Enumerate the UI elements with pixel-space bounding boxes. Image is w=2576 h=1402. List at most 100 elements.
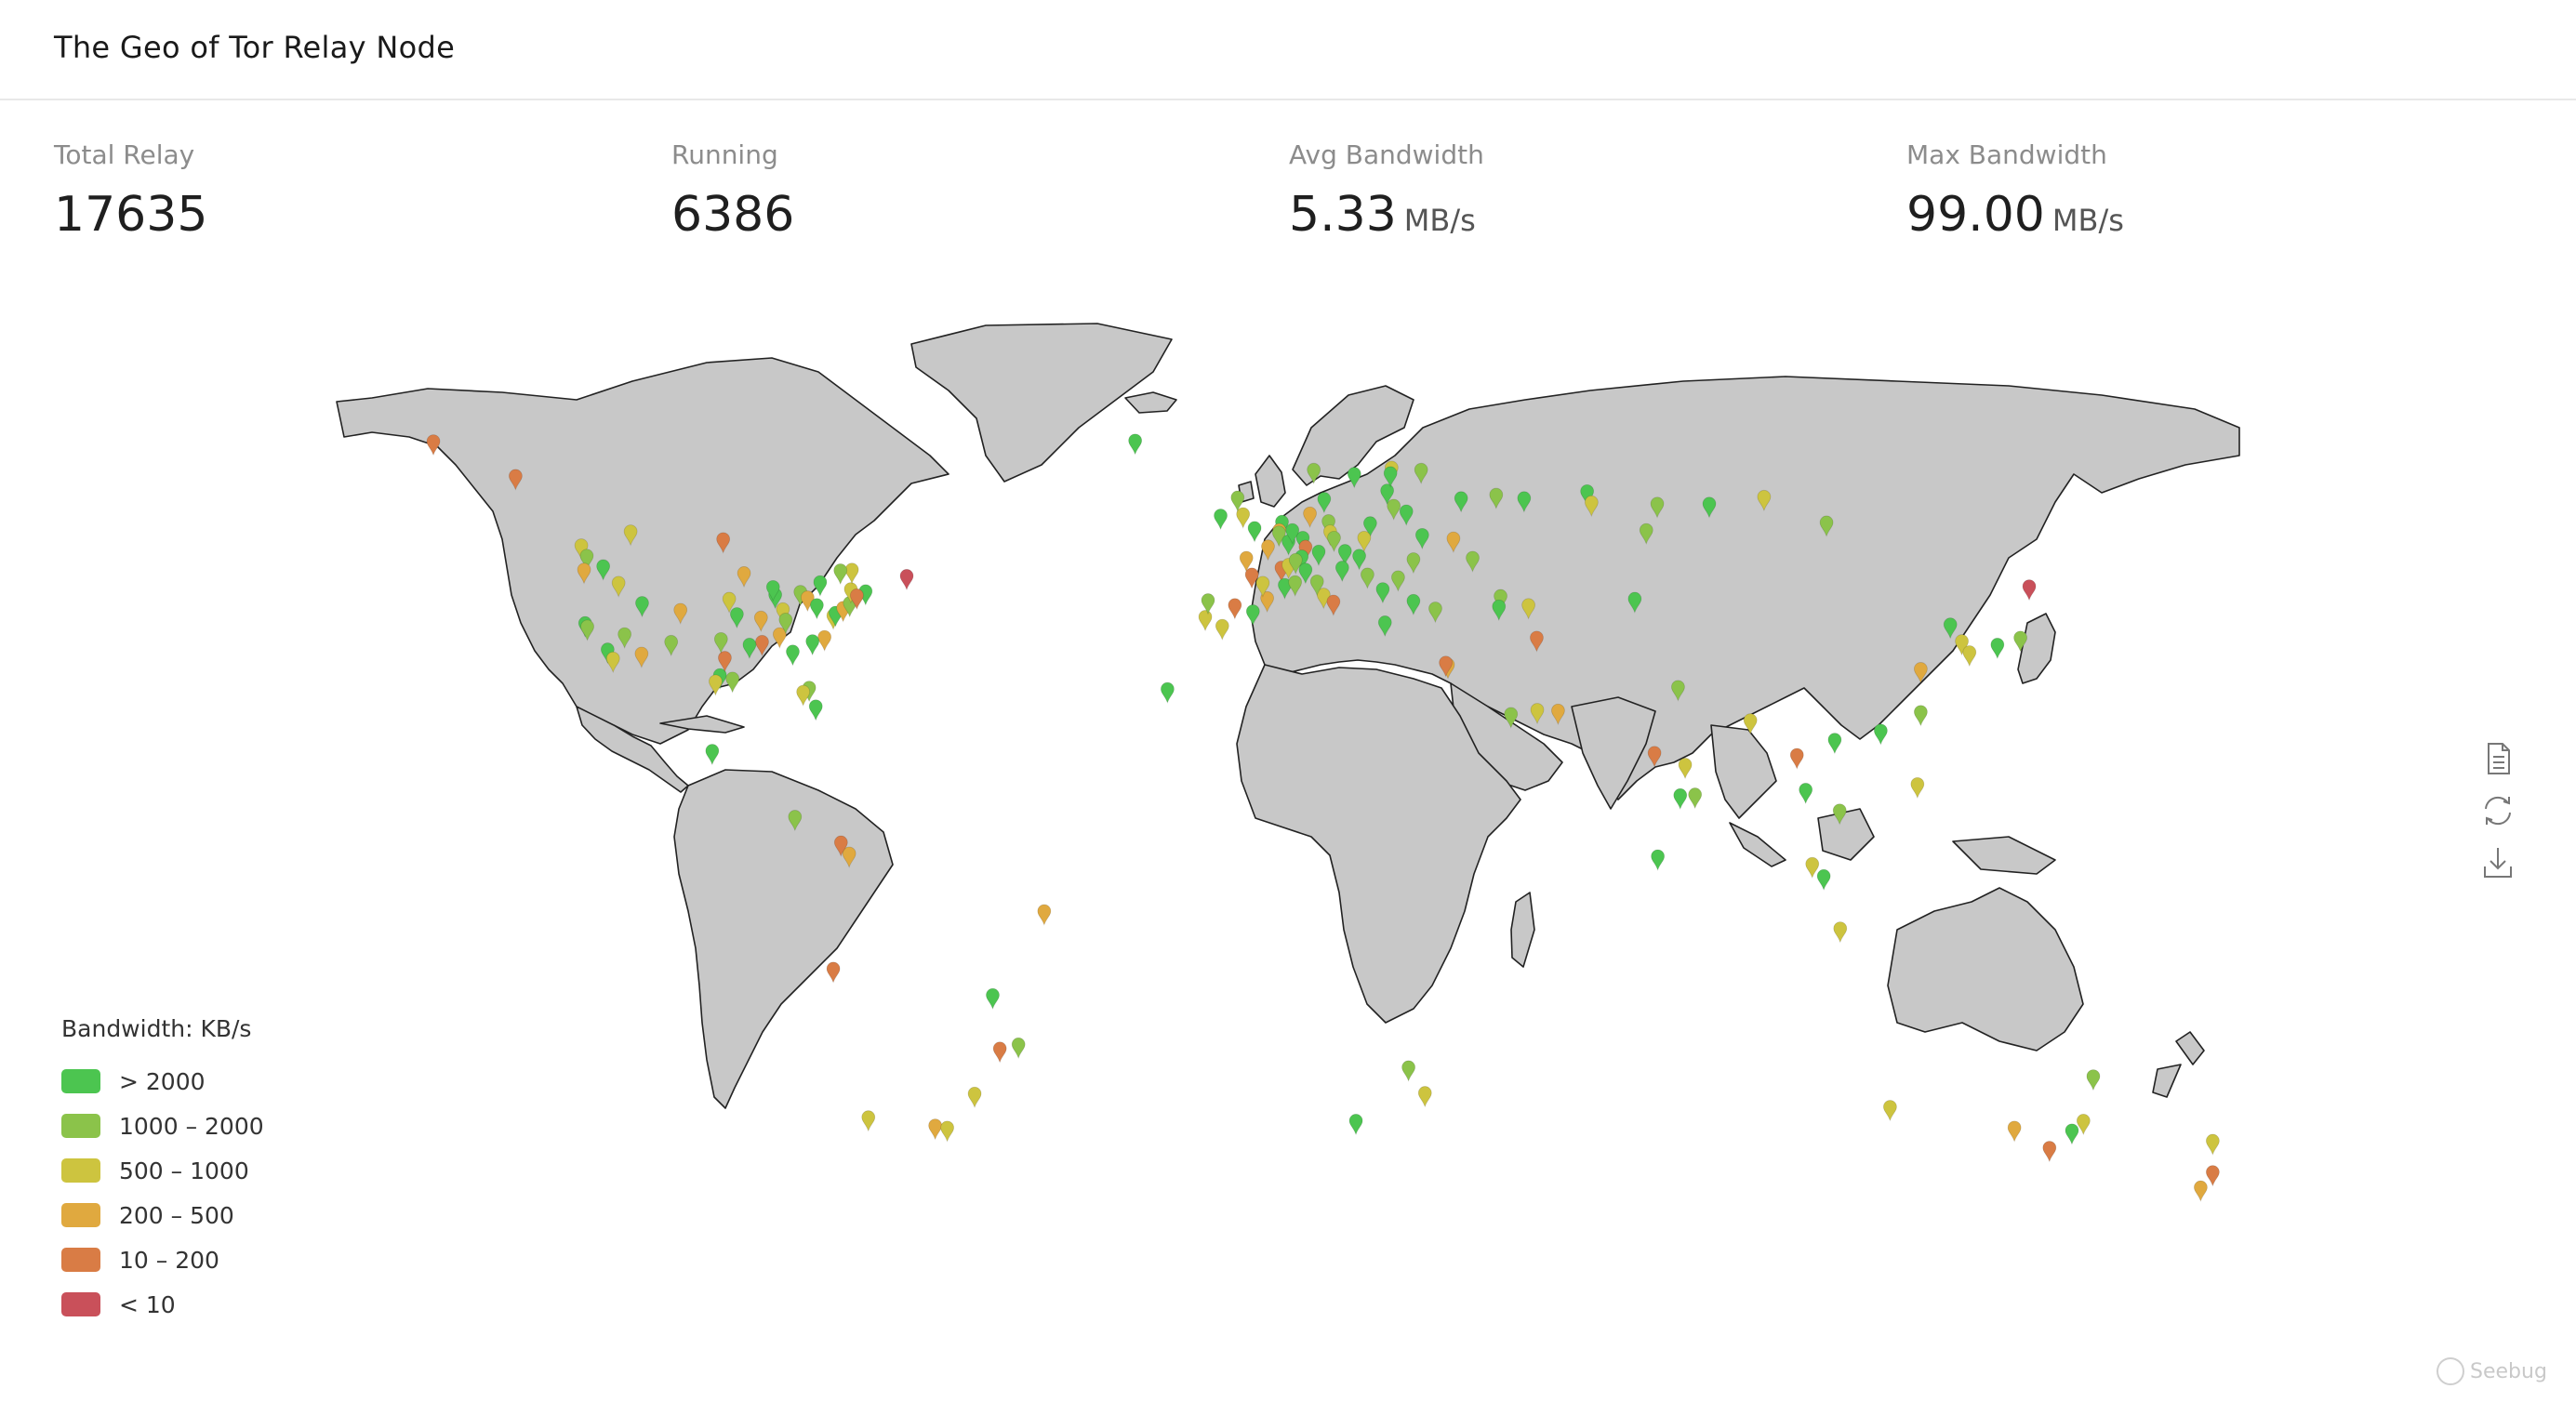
relay-marker[interactable] — [1504, 707, 1519, 729]
relay-marker[interactable] — [1702, 496, 1717, 519]
relay-marker[interactable] — [1362, 516, 1377, 538]
relay-marker[interactable] — [1651, 849, 1666, 871]
relay-marker[interactable] — [849, 588, 864, 611]
world-map[interactable] — [335, 316, 2241, 1302]
relay-marker[interactable] — [729, 607, 744, 629]
relay-marker[interactable] — [1805, 856, 1820, 880]
relay-marker[interactable] — [1337, 544, 1352, 566]
relay-marker[interactable] — [1255, 575, 1270, 598]
relay-marker[interactable] — [833, 563, 848, 586]
relay-marker[interactable] — [718, 651, 732, 673]
relay-marker[interactable] — [967, 1086, 982, 1109]
relay-marker[interactable] — [1288, 575, 1303, 598]
relay-marker[interactable] — [2194, 1180, 2208, 1202]
relay-marker[interactable] — [1348, 1114, 1363, 1136]
relay-marker[interactable] — [1962, 645, 1977, 668]
relay-marker[interactable] — [1428, 602, 1442, 624]
legend-item[interactable]: 10 – 200 — [61, 1237, 264, 1282]
relay-marker[interactable] — [605, 651, 620, 674]
relay-marker[interactable] — [1688, 787, 1703, 810]
relay-marker[interactable] — [1910, 776, 1925, 800]
relay-marker[interactable] — [1647, 746, 1662, 768]
relay-marker[interactable] — [1239, 550, 1254, 573]
relay-marker[interactable] — [1326, 594, 1341, 616]
relay-marker[interactable] — [617, 627, 632, 649]
relay-marker[interactable] — [2007, 1120, 2022, 1143]
relay-marker[interactable] — [1247, 521, 1262, 543]
relay-marker[interactable] — [1288, 552, 1303, 575]
relay-marker[interactable] — [709, 674, 723, 696]
relay-marker[interactable] — [1201, 593, 1215, 615]
relay-marker[interactable] — [1377, 615, 1392, 638]
relay-marker[interactable] — [1673, 787, 1688, 811]
relay-marker[interactable] — [577, 562, 591, 585]
legend-item[interactable]: 500 – 1000 — [61, 1148, 264, 1193]
relay-marker[interactable] — [2022, 579, 2037, 602]
relay-marker[interactable] — [1832, 803, 1847, 826]
relay-marker[interactable] — [1414, 462, 1428, 485]
relay-marker[interactable] — [844, 562, 859, 585]
relay-marker[interactable] — [611, 575, 626, 598]
relay-marker[interactable] — [833, 835, 848, 857]
relay-marker[interactable] — [1161, 681, 1175, 704]
relay-marker[interactable] — [1517, 491, 1532, 513]
relay-marker[interactable] — [579, 549, 594, 571]
relay-marker[interactable] — [1307, 462, 1321, 485]
relay-marker[interactable] — [1399, 504, 1414, 526]
relay-marker[interactable] — [1955, 634, 1969, 656]
relay-marker[interactable] — [508, 469, 523, 491]
relay-marker[interactable] — [2205, 1133, 2220, 1156]
relay-marker[interactable] — [725, 671, 740, 694]
relay-marker[interactable] — [1521, 598, 1536, 620]
relay-marker[interactable] — [1260, 590, 1275, 614]
relay-marker[interactable] — [1446, 531, 1461, 553]
relay-marker[interactable] — [1401, 1060, 1416, 1082]
relay-marker[interactable] — [809, 598, 824, 620]
relay-marker[interactable] — [1882, 1100, 1897, 1122]
relay-marker[interactable] — [1245, 604, 1260, 627]
relay-marker[interactable] — [634, 646, 649, 668]
relay-marker[interactable] — [1439, 655, 1454, 678]
relay-marker[interactable] — [1530, 703, 1545, 725]
relay-marker[interactable] — [940, 1120, 954, 1143]
data-view-icon[interactable] — [2477, 738, 2518, 779]
relay-marker[interactable] — [705, 744, 720, 766]
relay-marker[interactable] — [1873, 723, 1888, 746]
relay-marker[interactable] — [1303, 506, 1317, 529]
relay-marker[interactable] — [2013, 630, 2028, 653]
relay-marker[interactable] — [1913, 705, 1928, 727]
relay-marker[interactable] — [1414, 527, 1429, 550]
relay-marker[interactable] — [805, 634, 820, 656]
relay-marker[interactable] — [2065, 1123, 2079, 1145]
relay-marker[interactable] — [992, 1041, 1007, 1064]
relay-marker[interactable] — [1943, 617, 1958, 640]
relay-marker[interactable] — [1743, 713, 1758, 735]
relay-marker[interactable] — [1650, 496, 1665, 519]
relay-marker[interactable] — [778, 613, 793, 635]
relay-marker[interactable] — [1489, 487, 1504, 509]
relay-marker[interactable] — [1198, 610, 1213, 632]
relay-marker[interactable] — [826, 961, 841, 984]
relay-marker[interactable] — [1261, 539, 1275, 562]
relay-marker[interactable] — [1309, 574, 1324, 597]
relay-marker[interactable] — [786, 644, 800, 667]
relay-marker[interactable] — [1757, 489, 1772, 512]
relay-marker[interactable] — [1406, 552, 1421, 575]
relay-marker[interactable] — [817, 629, 832, 652]
relay-marker[interactable] — [1417, 1086, 1432, 1108]
legend-item[interactable]: < 10 — [61, 1282, 264, 1327]
relay-marker[interactable] — [1236, 507, 1251, 529]
relay-marker[interactable] — [808, 699, 823, 721]
relay-marker[interactable] — [2205, 1165, 2220, 1187]
relay-marker[interactable] — [1037, 904, 1052, 926]
relay-marker[interactable] — [1357, 530, 1372, 553]
relay-marker[interactable] — [1391, 570, 1405, 592]
relay-marker[interactable] — [1334, 561, 1349, 583]
relay-marker[interactable] — [753, 610, 768, 633]
relay-marker[interactable] — [673, 602, 688, 625]
relay-marker[interactable] — [1530, 630, 1544, 653]
relay-marker[interactable] — [1671, 680, 1685, 702]
legend-item[interactable]: 200 – 500 — [61, 1193, 264, 1237]
relay-marker[interactable] — [1833, 921, 1848, 944]
relay-marker[interactable] — [1278, 577, 1292, 600]
